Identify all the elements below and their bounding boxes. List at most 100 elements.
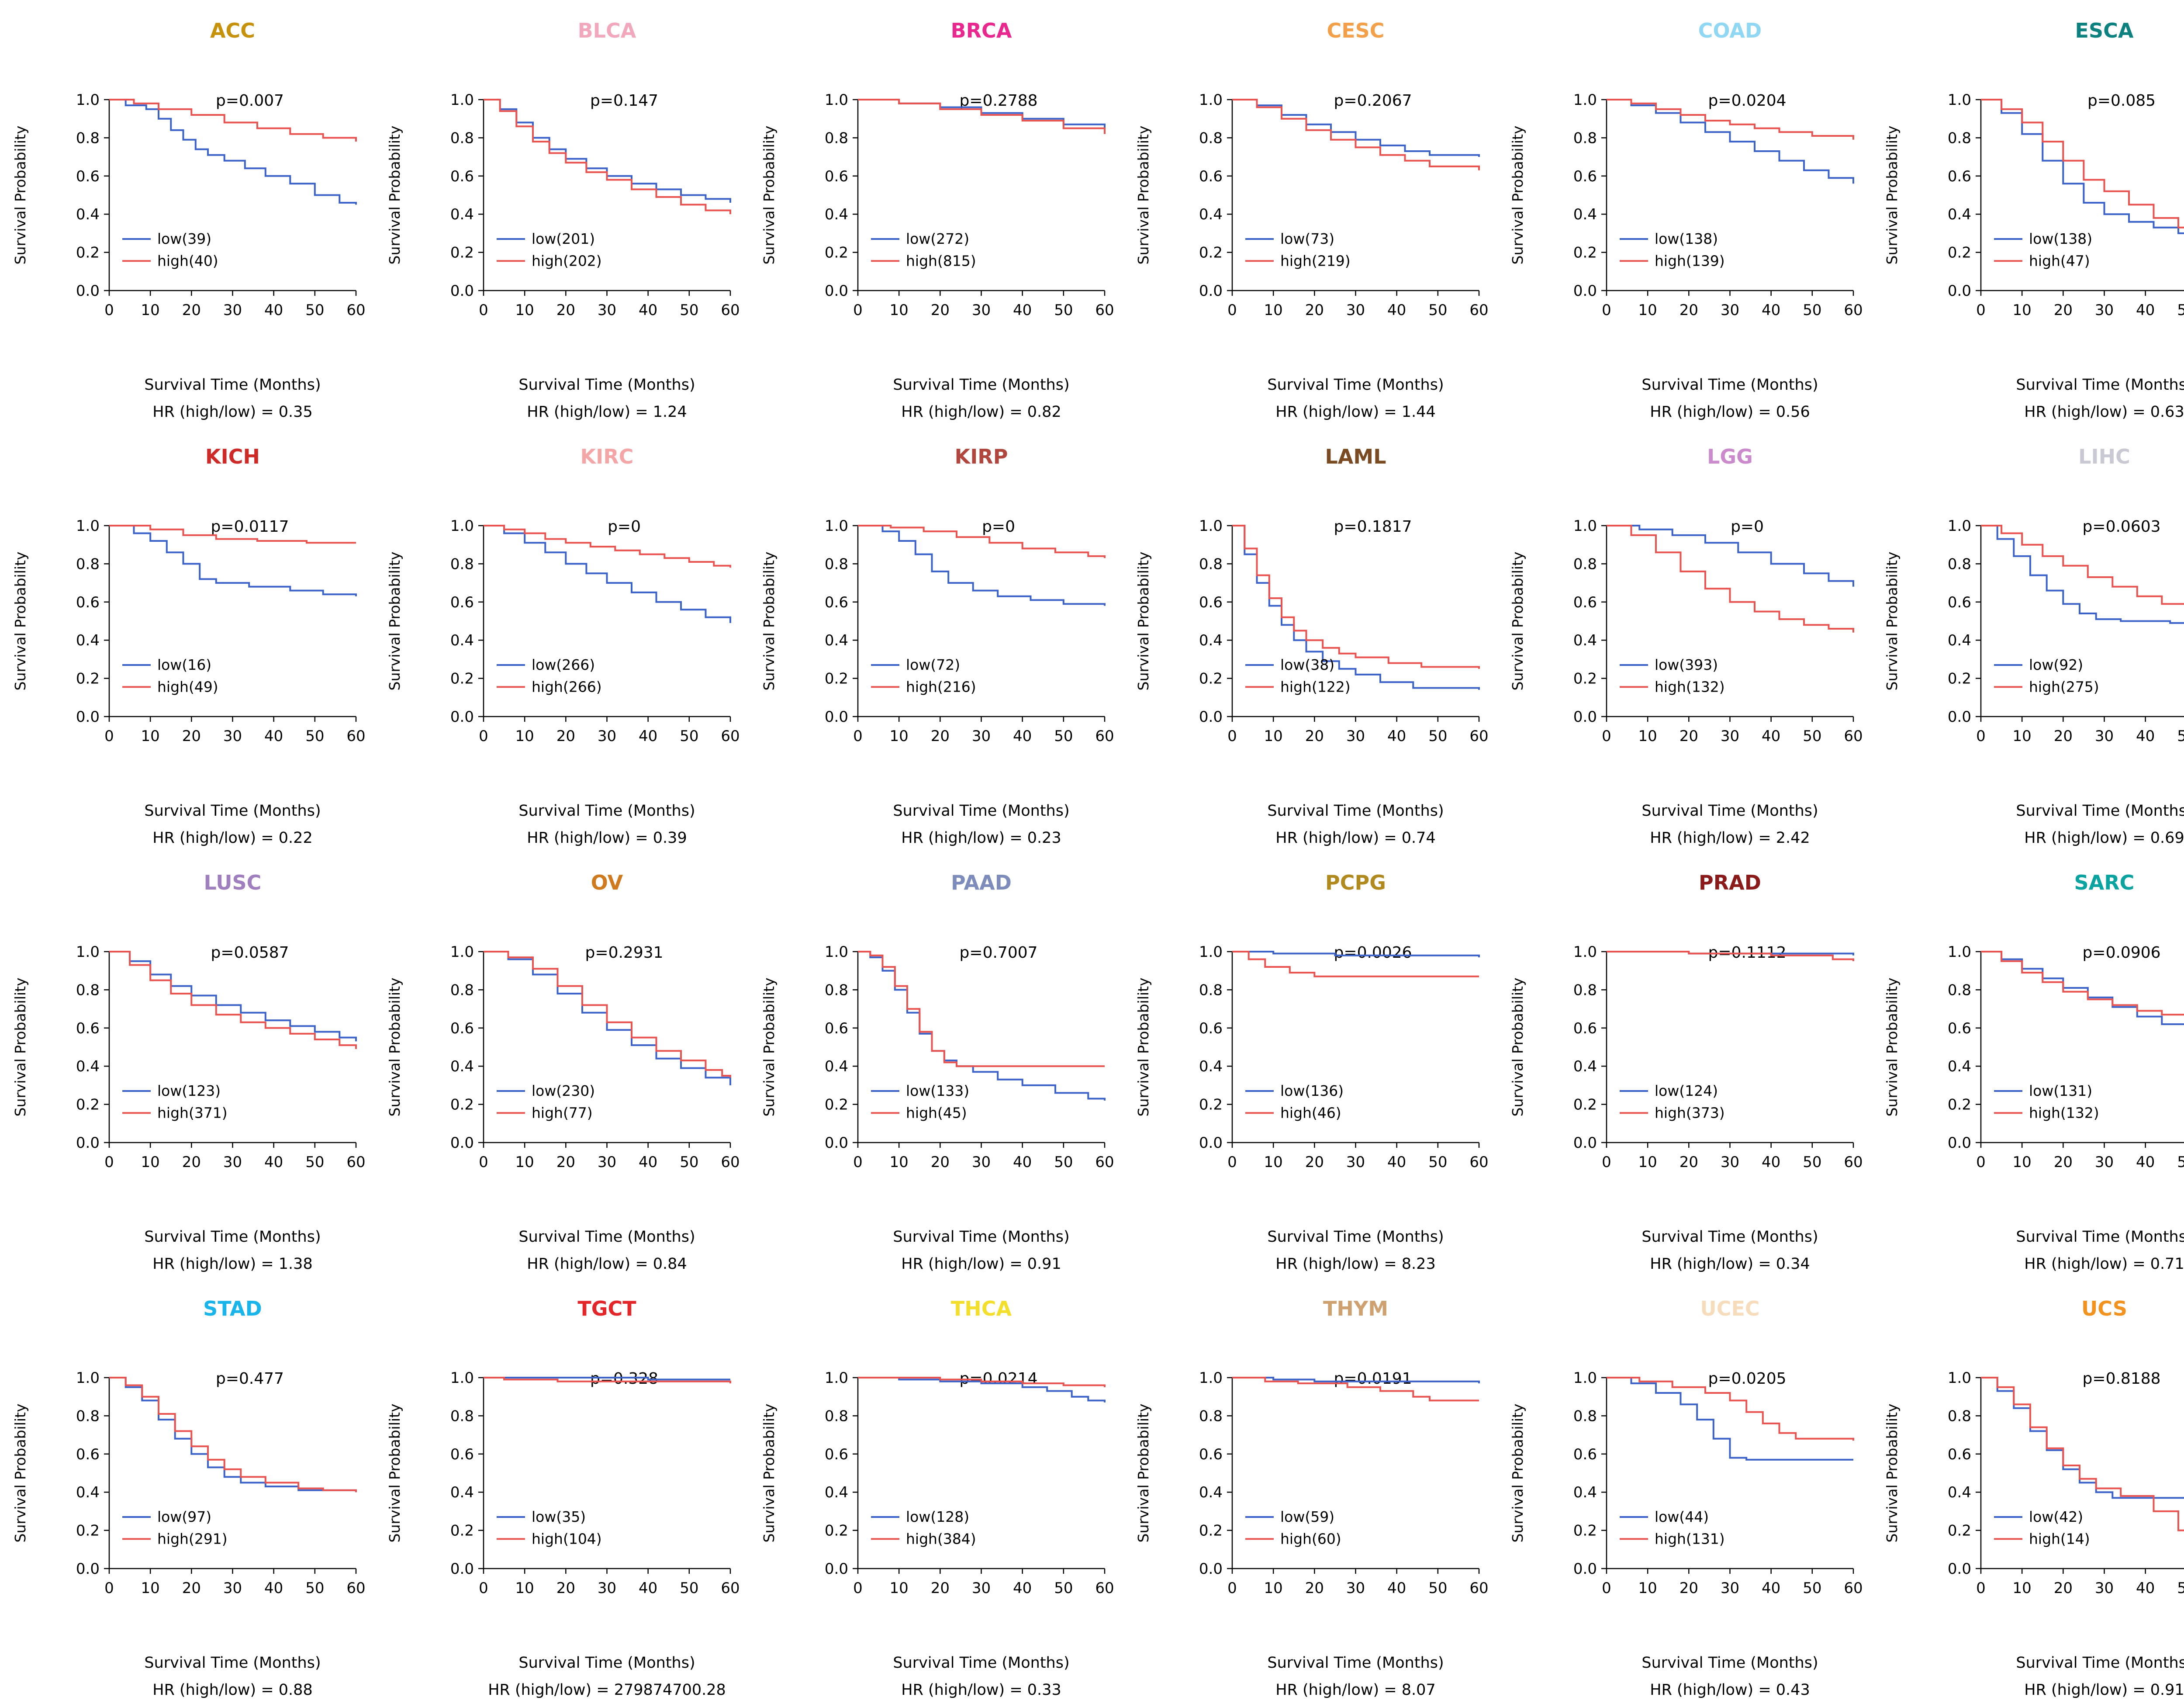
y-tick-label: 0.0 <box>450 1560 474 1578</box>
y-tick-label: 0.4 <box>1573 1484 1597 1501</box>
x-tick-label: 0 <box>1227 1579 1237 1597</box>
x-tick-label: 50 <box>1054 1579 1073 1597</box>
y-axis-title: Survival Probability <box>760 126 778 265</box>
survival-chart-ucs: UCS p=0.8188 0.0 0.2 0.4 0.6 0.8 1.0 0 10 20 30 40 50… <box>1883 1297 2184 1699</box>
y-tick-label: 0.0 <box>450 1134 474 1152</box>
survival-chart-stad: STAD p=0.477 0.0 0.2 0.4 0.6 0.8 1.0 0 10 20 30 40 50… <box>12 1297 366 1699</box>
panel-title-blca: BLCA <box>578 19 636 42</box>
legend-high-label: high(132) <box>2029 1104 2099 1121</box>
x-tick-label: 50 <box>2177 301 2184 319</box>
y-axis-title: Survival Probability <box>12 552 29 691</box>
survival-panel-tgct: TGCT p=0.328 0.0 0.2 0.4 0.6 0.8 1.0 0 10 20 30 40 50… <box>374 1278 749 1704</box>
y-tick-label: 0.4 <box>825 1058 848 1075</box>
y-axis-title: Survival Probability <box>386 978 403 1117</box>
panel-title-pcpg: PCPG <box>1325 871 1386 894</box>
km-curve-low-tgct <box>484 1377 730 1381</box>
p-value-label: p=0.1817 <box>1334 518 1412 536</box>
x-tick-label: 50 <box>1054 301 1073 319</box>
x-tick-label: 0 <box>1602 727 1611 745</box>
x-tick-label: 20 <box>1679 1579 1698 1597</box>
km-curve-high-tgct <box>484 1377 731 1384</box>
hazard-ratio-label: HR (high/low) = 2.42 <box>1650 829 1810 847</box>
legend-high-label: high(371) <box>157 1104 228 1121</box>
survival-chart-tgct: TGCT p=0.328 0.0 0.2 0.4 0.6 0.8 1.0 0 10 20 30 40 50… <box>386 1297 740 1699</box>
y-tick-label: 0.0 <box>1199 282 1223 300</box>
y-tick-label: 0.8 <box>76 1407 100 1425</box>
y-tick-label: 0.0 <box>76 1560 100 1578</box>
survival-chart-pcpg: PCPG p=0.0026 0.0 0.2 0.4 0.6 0.8 1.0 0 10 20 30 40 5… <box>1135 871 1489 1273</box>
x-tick-label: 30 <box>598 1579 616 1597</box>
legend-low-label: low(124) <box>1655 1082 1718 1099</box>
survival-panel-cesc: CESC p=0.2067 0.0 0.2 0.4 0.6 0.8 1.0 0 10 20 30 40 5… <box>1123 0 1497 426</box>
x-tick-label: 10 <box>890 727 909 745</box>
km-curve-high-lgg <box>1607 525 1854 633</box>
y-tick-label: 0.2 <box>76 670 100 688</box>
x-tick-label: 20 <box>2054 301 2073 319</box>
x-tick-label: 20 <box>931 301 950 319</box>
y-tick-label: 0.4 <box>76 206 100 223</box>
y-tick-label: 0.4 <box>1948 632 1971 649</box>
x-tick-label: 10 <box>1638 727 1657 745</box>
legend-high-label: high(139) <box>1655 252 1725 269</box>
y-tick-label: 0.6 <box>1199 594 1223 611</box>
y-tick-label: 1.0 <box>1948 943 1971 961</box>
x-tick-label: 60 <box>721 1579 740 1597</box>
x-tick-label: 20 <box>931 727 950 745</box>
y-tick-label: 0.0 <box>1199 708 1223 726</box>
p-value-label: p=0 <box>608 518 641 536</box>
y-tick-label: 0.8 <box>450 1407 474 1425</box>
y-tick-label: 1.0 <box>76 91 100 109</box>
survival-chart-lgg: LGG p=0 0.0 0.2 0.4 0.6 0.8 1.0 0 10 20 30 40 50 60 Sur… <box>1509 445 1863 847</box>
y-axis-title: Survival Probability <box>12 1404 29 1543</box>
x-axis-title: Survival Time (Months) <box>1267 1228 1444 1246</box>
y-tick-label: 0.2 <box>450 1096 474 1114</box>
x-tick-label: 0 <box>479 301 488 319</box>
x-tick-label: 50 <box>1428 1153 1447 1171</box>
survival-chart-thym: THYM p=0.0191 0.0 0.2 0.4 0.6 0.8 1.0 0 10 20 30 40 5… <box>1135 1297 1489 1699</box>
y-tick-label: 0.0 <box>1573 1560 1597 1578</box>
y-tick-label: 0.8 <box>825 129 848 147</box>
y-tick-label: 0.8 <box>1573 1407 1597 1425</box>
y-tick-label: 0.4 <box>450 1058 474 1075</box>
legend-high-label: high(373) <box>1655 1104 1725 1121</box>
survival-chart-lihc: LIHC p=0.0603 0.0 0.2 0.4 0.6 0.8 1.0 0 10 20 30 40 5… <box>1883 445 2184 847</box>
x-tick-label: 30 <box>598 1153 616 1171</box>
x-tick-label: 0 <box>1227 301 1237 319</box>
x-tick-label: 30 <box>1721 727 1739 745</box>
km-curve-high-pcpg <box>1232 951 1479 977</box>
y-tick-label: 0.8 <box>450 129 474 147</box>
x-tick-label: 60 <box>1844 1153 1863 1171</box>
km-curve-low-lgg <box>1607 525 1854 587</box>
y-tick-label: 0.6 <box>825 168 848 185</box>
y-tick-label: 0.0 <box>1948 1134 1971 1152</box>
survival-panel-ucs: UCS p=0.8188 0.0 0.2 0.4 0.6 0.8 1.0 0 10 20 30 40 50… <box>1872 1278 2184 1704</box>
x-tick-label: 20 <box>1679 301 1698 319</box>
x-tick-label: 40 <box>264 301 283 319</box>
y-tick-label: 0.2 <box>1948 670 1971 688</box>
panel-title-sarc: SARC <box>2074 871 2135 894</box>
y-tick-label: 0.2 <box>1199 244 1223 262</box>
x-tick-label: 0 <box>1227 727 1237 745</box>
x-tick-label: 40 <box>264 1579 283 1597</box>
x-axis-title: Survival Time (Months) <box>1267 1654 1444 1672</box>
y-tick-label: 0.4 <box>450 206 474 223</box>
survival-chart-lusc: LUSC p=0.0587 0.0 0.2 0.4 0.6 0.8 1.0 0 10 20 30 40 5… <box>12 871 366 1273</box>
hazard-ratio-label: HR (high/low) = 0.82 <box>901 403 1061 421</box>
km-curve-low-acc <box>109 99 357 205</box>
x-tick-label: 10 <box>1638 301 1657 319</box>
legend-low-label: low(138) <box>1655 230 1718 247</box>
hazard-ratio-label: HR (high/low) = 0.56 <box>1650 403 1810 421</box>
hazard-ratio-label: HR (high/low) = 0.91 <box>901 1255 1061 1273</box>
y-tick-label: 0.2 <box>1573 244 1597 262</box>
km-curve-high-acc <box>109 99 357 142</box>
x-tick-label: 60 <box>1844 727 1863 745</box>
panel-title-tgct: TGCT <box>577 1297 636 1320</box>
y-tick-label: 1.0 <box>450 91 474 109</box>
km-curve-high-ucs <box>1981 1377 2184 1531</box>
x-tick-label: 50 <box>305 301 324 319</box>
x-tick-label: 0 <box>1602 1579 1611 1597</box>
x-tick-label: 0 <box>104 727 114 745</box>
survival-chart-acc: ACC p=0.007 0.0 0.2 0.4 0.6 0.8 1.0 0 10 20 30 40 50 6… <box>12 19 366 421</box>
x-tick-label: 30 <box>223 727 242 745</box>
